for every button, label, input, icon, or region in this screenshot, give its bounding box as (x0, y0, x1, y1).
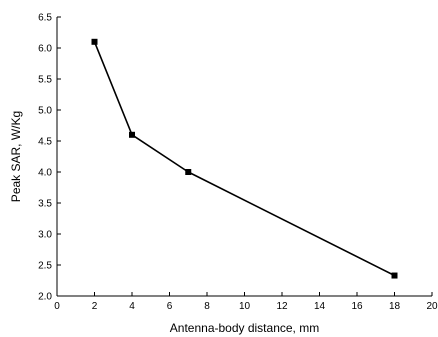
data-point (91, 38, 98, 45)
x-tick-label: 4 (129, 301, 135, 312)
x-tick-label: 6 (167, 301, 173, 312)
x-tick-label: 10 (239, 301, 251, 312)
x-tick-label: 8 (204, 301, 210, 312)
x-tick-label: 12 (276, 301, 288, 312)
data-point (129, 131, 135, 138)
data-point (185, 169, 192, 175)
y-tick-label: 2.5 (38, 261, 52, 272)
y-axis-ticks: 2.0 2.5 3.0 3.5 4.0 4.5 5.0 5.5 6.0 6.5 (38, 13, 61, 303)
y-tick-label: 5.0 (38, 106, 52, 117)
x-tick-label: 16 (351, 301, 363, 312)
y-tick-label: 6.0 (38, 44, 52, 55)
x-tick-label: 14 (314, 301, 326, 312)
y-tick-label: 3.0 (38, 230, 52, 241)
x-tick-label: 2 (92, 301, 98, 312)
y-tick-label: 4.5 (38, 137, 52, 148)
x-tick-label: 0 (54, 301, 60, 312)
y-tick-label: 3.5 (38, 199, 52, 210)
y-tick-label: 5.5 (38, 75, 52, 86)
y-axis-title: Peak SAR, W/Kg (9, 111, 23, 202)
y-tick-label: 6.5 (38, 13, 52, 24)
x-axis-title: Antenna-body distance, mm (170, 321, 319, 335)
x-tick-label: 20 (426, 301, 438, 312)
x-axis-ticks: 0 2 4 6 8 10 12 14 16 18 20 (54, 292, 438, 312)
x-tick-label: 18 (389, 301, 401, 312)
data-point (391, 272, 398, 279)
series-layer (91, 38, 398, 279)
y-tick-label: 4.0 (38, 168, 52, 179)
series-line (93, 41, 395, 277)
y-tick-label: 2.0 (38, 292, 52, 303)
